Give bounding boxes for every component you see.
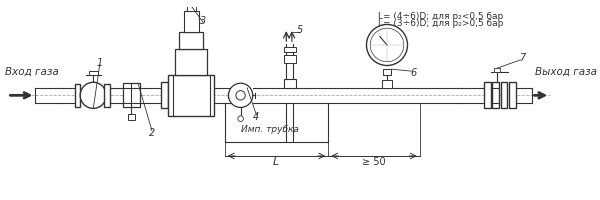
- Text: 7: 7: [519, 53, 526, 63]
- Circle shape: [236, 91, 245, 100]
- Text: 5: 5: [297, 25, 304, 35]
- Bar: [179, 32, 203, 49]
- Bar: [161, 82, 168, 108]
- Circle shape: [367, 24, 407, 65]
- Bar: [382, 80, 392, 88]
- Circle shape: [370, 28, 404, 62]
- Bar: [284, 55, 296, 63]
- Text: L: L: [273, 157, 279, 167]
- Text: ≥ 50: ≥ 50: [362, 157, 386, 167]
- Circle shape: [80, 82, 106, 108]
- Bar: [493, 82, 499, 108]
- Bar: [187, 6, 196, 11]
- Bar: [383, 69, 391, 75]
- Bar: [484, 82, 491, 108]
- Text: L= (3÷6)D; для p₂>0,5 бар: L= (3÷6)D; для p₂>0,5 бар: [377, 19, 503, 28]
- Bar: [123, 83, 140, 107]
- Text: Выход газа: Выход газа: [535, 67, 597, 77]
- Bar: [168, 75, 214, 116]
- Text: 6: 6: [410, 68, 416, 78]
- Bar: [128, 114, 135, 120]
- Bar: [509, 82, 515, 108]
- Bar: [501, 82, 507, 108]
- Text: 1: 1: [97, 58, 103, 68]
- Circle shape: [238, 116, 244, 121]
- Text: Вход газа: Вход газа: [5, 67, 58, 77]
- Text: 2: 2: [149, 128, 155, 138]
- Text: 3: 3: [200, 16, 206, 26]
- Circle shape: [229, 83, 253, 107]
- Text: 4: 4: [253, 112, 260, 122]
- Bar: [284, 47, 296, 52]
- Bar: [175, 49, 207, 75]
- Text: Имп. трубка: Имп. трубка: [241, 125, 299, 134]
- Bar: [89, 71, 98, 75]
- Text: L= (4÷6)D; для p₂<0,5 бар: L= (4÷6)D; для p₂<0,5 бар: [377, 12, 503, 21]
- Bar: [184, 11, 199, 32]
- Bar: [74, 84, 80, 107]
- Bar: [284, 79, 296, 88]
- Bar: [104, 84, 110, 107]
- Bar: [494, 68, 500, 72]
